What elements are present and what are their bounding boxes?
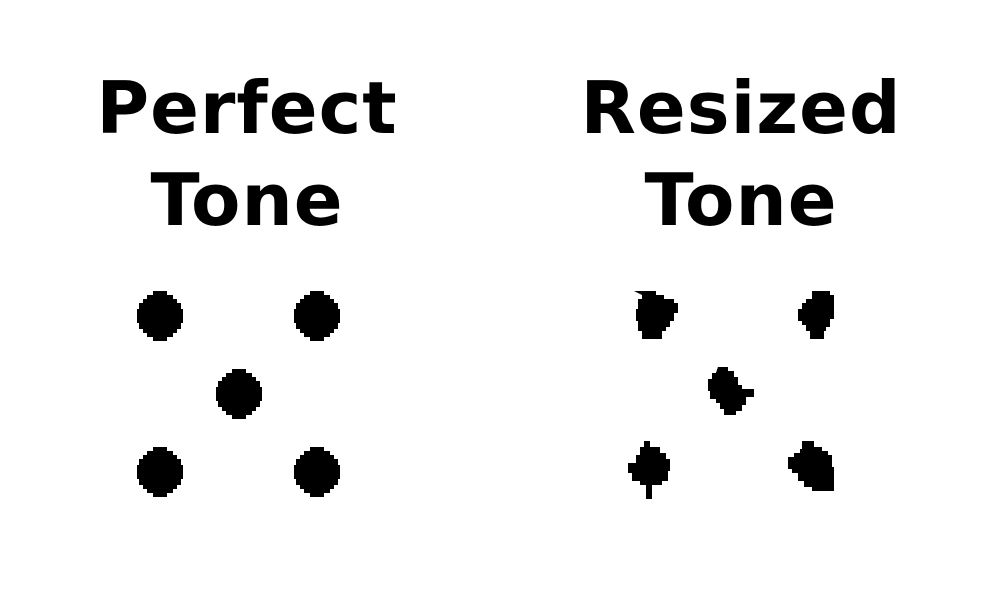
halftone-dot <box>708 367 754 415</box>
halftone-dot <box>216 369 262 419</box>
halftone-dot <box>634 291 678 339</box>
resized-tone-title: Resized Tone <box>494 62 988 246</box>
halftone-dot <box>788 441 834 491</box>
halftone-dot <box>628 441 670 499</box>
resized-tone-title-line1: Resized <box>580 66 902 150</box>
halftone-dot <box>294 291 340 341</box>
perfect-tone-title-line1: Perfect <box>96 66 398 150</box>
perfect-tone-panel: Perfect Tone <box>0 62 494 497</box>
perfect-tone-dot-pattern <box>137 291 340 497</box>
halftone-dot <box>294 447 340 497</box>
resized-tone-title-line2: Tone <box>644 158 838 242</box>
halftone-dot <box>137 291 183 341</box>
resized-tone-panel: Resized Tone <box>494 0 988 596</box>
halftone-dot <box>137 447 183 497</box>
perfect-tone-title-line2: Tone <box>150 158 344 242</box>
resized-tone-dot-pattern <box>628 291 834 499</box>
perfect-tone-title: Perfect Tone <box>0 62 494 246</box>
halftone-dot <box>798 291 834 339</box>
